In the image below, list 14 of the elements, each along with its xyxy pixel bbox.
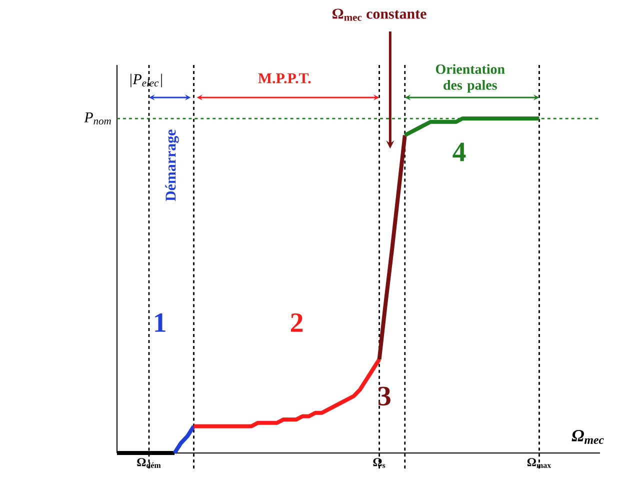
annotation: 2 (290, 313, 303, 332)
ref-line-label: P$_{nom}$ (84, 112, 111, 125)
annotation: Démarrage (165, 130, 179, 202)
annotation: 4 (452, 142, 466, 162)
x-tick-label: Ω$_{dém}$ (137, 458, 161, 468)
text: Ω$_{mec}$ constante (332, 8, 426, 21)
annotation: 1 (155, 313, 166, 332)
x-axis-title: Ω$_{mec}$ (572, 430, 604, 444)
text: Orientation des pales (436, 64, 505, 93)
x-tick-label: Ω$_{s}$ (373, 458, 386, 468)
x-tick-label: Ω$_{max}$ (527, 458, 552, 468)
annotation: 3 (378, 386, 390, 406)
y-axis-title: |P$_{elec}$| (130, 74, 162, 88)
text: M.P.P.T. (258, 73, 311, 84)
